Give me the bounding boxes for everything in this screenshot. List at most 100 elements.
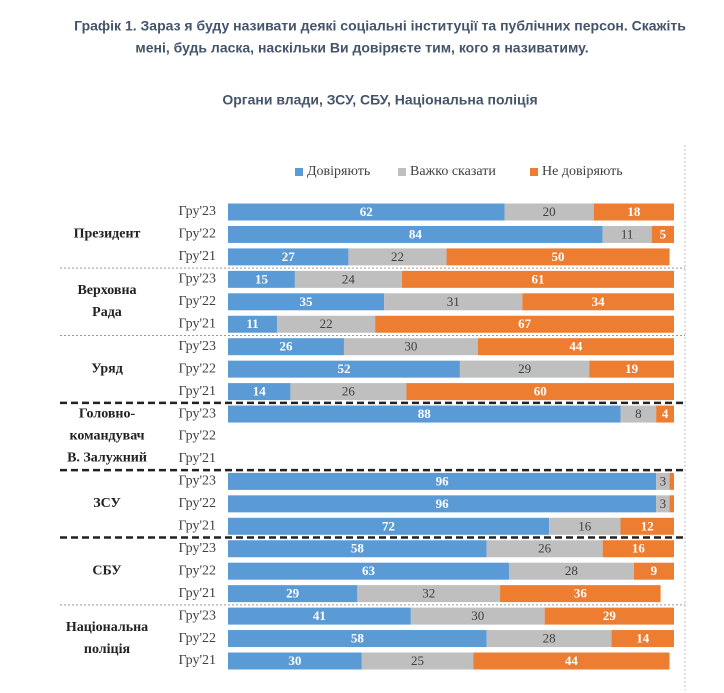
value-label: 11	[621, 226, 634, 241]
group-label: Президент	[74, 227, 141, 242]
group-label: поліція	[84, 642, 131, 657]
value-label: 4	[662, 406, 669, 421]
value-label: 14	[636, 631, 650, 646]
value-label: 96	[436, 473, 450, 488]
y-tick-label: Гру'21	[178, 384, 216, 399]
group-label: Верховна	[77, 283, 136, 298]
bar-segment	[228, 338, 344, 356]
y-tick-label: Гру'22	[178, 294, 216, 309]
y-tick-label: Гру'23	[178, 204, 216, 219]
value-label: 28	[543, 631, 556, 646]
value-label: 63	[362, 563, 376, 578]
y-tick-label: Гру'22	[178, 496, 216, 511]
value-label: 72	[382, 518, 395, 533]
bar-segment	[410, 607, 545, 625]
bar-segment	[228, 203, 505, 221]
group-label: В. Залужний	[67, 451, 147, 466]
y-tick-label: Гру'23	[178, 608, 216, 623]
y-tick-label: Гру'23	[178, 474, 216, 489]
value-label: 36	[574, 586, 588, 601]
value-label: 16	[578, 518, 592, 533]
legend-label: Не довіряють	[542, 164, 623, 179]
y-tick-label: Гру'21	[178, 586, 216, 601]
bar-segment	[357, 585, 501, 603]
value-label: 35	[300, 294, 314, 309]
bar-segment	[348, 248, 447, 266]
y-tick-label: Гру'21	[178, 316, 216, 331]
bar-segment	[228, 248, 349, 266]
bar-segment	[602, 225, 652, 243]
value-label: 88	[418, 406, 432, 421]
bar-segment	[656, 405, 674, 423]
value-label: 15	[255, 271, 269, 286]
value-label: 44	[569, 339, 583, 354]
value-label: 18	[627, 204, 641, 219]
value-label: 58	[351, 631, 365, 646]
bar-segment	[277, 315, 376, 333]
value-label: 30	[288, 653, 301, 668]
y-tick-label: Гру'22	[178, 429, 216, 444]
bar-segment	[406, 383, 674, 401]
bar-segment	[486, 540, 603, 558]
value-label: 67	[518, 316, 532, 331]
value-label: 8	[635, 406, 642, 421]
y-tick-label: Гру'22	[178, 361, 216, 376]
chart-subtitle: Органи влади, ЗСУ, СБУ, Національна полі…	[222, 92, 537, 108]
value-label: 61	[531, 271, 544, 286]
y-tick-label: Гру'22	[178, 563, 216, 578]
value-label: 62	[360, 204, 373, 219]
bar-segment	[669, 472, 674, 490]
legend-label: Важко сказати	[410, 164, 496, 179]
bar-segment	[401, 270, 674, 288]
value-label: 9	[651, 563, 658, 578]
group-label: Національна	[66, 620, 148, 635]
bar-segment	[593, 203, 674, 221]
y-tick-label: Гру'21	[178, 451, 216, 466]
value-label: 26	[279, 339, 293, 354]
bar-segment	[620, 405, 657, 423]
y-tick-label: Гру'23	[178, 272, 216, 287]
value-label: 32	[422, 586, 435, 601]
group-label: СБУ	[92, 563, 121, 578]
value-label: 96	[436, 496, 450, 511]
bar-segment	[228, 517, 550, 535]
bar-segment	[228, 360, 460, 378]
group-label: Головно-	[79, 407, 136, 422]
bar-segment	[294, 270, 402, 288]
bar-segment	[375, 315, 674, 333]
value-label: 14	[253, 384, 267, 399]
value-label: 24	[342, 271, 356, 286]
y-tick-label: Гру'23	[178, 541, 216, 556]
value-label: 34	[592, 294, 606, 309]
value-label: 5	[660, 226, 667, 241]
value-label: 30	[404, 339, 417, 354]
bar-segment	[544, 607, 674, 625]
value-label: 29	[286, 586, 300, 601]
group-label: ЗСУ	[93, 496, 121, 511]
value-label: 25	[411, 653, 424, 668]
bar-segment	[669, 495, 674, 513]
group-label: командувач	[69, 429, 144, 444]
bar-segment	[477, 338, 674, 356]
value-label: 26	[342, 384, 356, 399]
bar-segment	[473, 652, 670, 670]
value-label: 29	[603, 608, 617, 623]
bar-segment	[504, 203, 594, 221]
bar-segment	[589, 360, 674, 378]
value-label: 3	[660, 473, 667, 488]
value-label: 41	[313, 608, 326, 623]
bar-segment	[228, 607, 411, 625]
bar-segment	[633, 562, 674, 580]
bar-segment	[651, 225, 674, 243]
bar-segment	[459, 360, 590, 378]
bar-segment	[343, 338, 478, 356]
bar-segment	[228, 630, 487, 648]
bar-segment	[228, 293, 385, 311]
bar-segment	[486, 630, 612, 648]
value-label: 52	[337, 361, 350, 376]
bar-segment	[228, 405, 621, 423]
value-label: 30	[471, 608, 484, 623]
y-tick-label: Гру'21	[178, 653, 216, 668]
bar-segment	[228, 585, 358, 603]
value-label: 44	[565, 653, 579, 668]
